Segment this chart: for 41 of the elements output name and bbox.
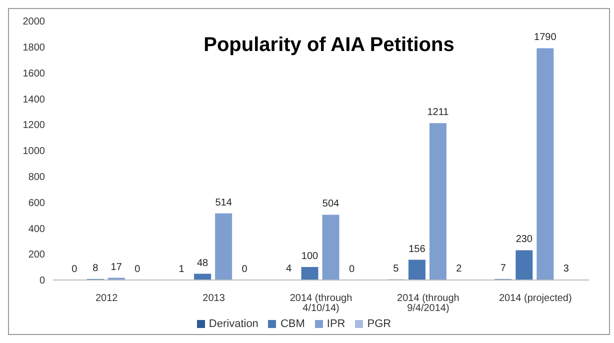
x-tick-label: 2014 (through 4/10/14) <box>290 293 352 314</box>
legend-label: Derivation <box>208 318 258 330</box>
data-label: 0 <box>242 264 248 275</box>
data-label: 0 <box>72 264 78 275</box>
data-label: 3 <box>563 264 570 275</box>
y-tick-label: 0 <box>39 276 46 287</box>
y-tick-label: 200 <box>28 250 46 261</box>
y-tick-label: 800 <box>28 172 46 183</box>
legend-label: IPR <box>326 318 346 330</box>
text: Popularity of AIA Petitions <box>204 34 454 56</box>
y-tick-label: 1600 <box>22 68 46 80</box>
data-label: 0 <box>348 264 355 275</box>
data-label: 8 <box>92 262 99 274</box>
data-label: 5 <box>393 263 400 274</box>
y-tick-label: 600 <box>28 198 46 209</box>
x-tick-label: 2013 <box>202 293 226 304</box>
y-tick-label: 1400 <box>22 94 46 106</box>
y-tick-label: 1800 <box>22 42 46 54</box>
data-label: 4 <box>286 263 292 274</box>
data-label: 230 <box>516 234 533 246</box>
data-label: 7 <box>500 263 506 274</box>
data-label: 1790 <box>534 32 557 44</box>
data-label: 156 <box>408 244 426 255</box>
data-label: 17 <box>110 262 122 273</box>
y-tick-label: 2000 <box>22 16 46 28</box>
legend-label: CBM <box>280 318 305 330</box>
x-tick-label: 2014 (through 9/4/2014) <box>397 293 460 314</box>
y-tick-label: 1000 <box>22 146 46 158</box>
data-label: 0 <box>134 264 141 275</box>
data-label: 48 <box>197 258 209 269</box>
data-label: 1211 <box>427 107 450 118</box>
data-label: 514 <box>215 197 232 208</box>
y-tick-label: 1200 <box>22 120 46 132</box>
data-label: 2 <box>456 264 462 275</box>
legend-label: PGR <box>367 318 392 330</box>
data-label: 504 <box>322 198 340 210</box>
x-tick-label: 2012 <box>95 293 118 304</box>
x-tick-label: 2014 (projected) <box>498 293 572 304</box>
data-label: 100 <box>301 251 319 262</box>
data-label: 1 <box>178 264 185 275</box>
y-tick-label: 400 <box>28 224 46 235</box>
